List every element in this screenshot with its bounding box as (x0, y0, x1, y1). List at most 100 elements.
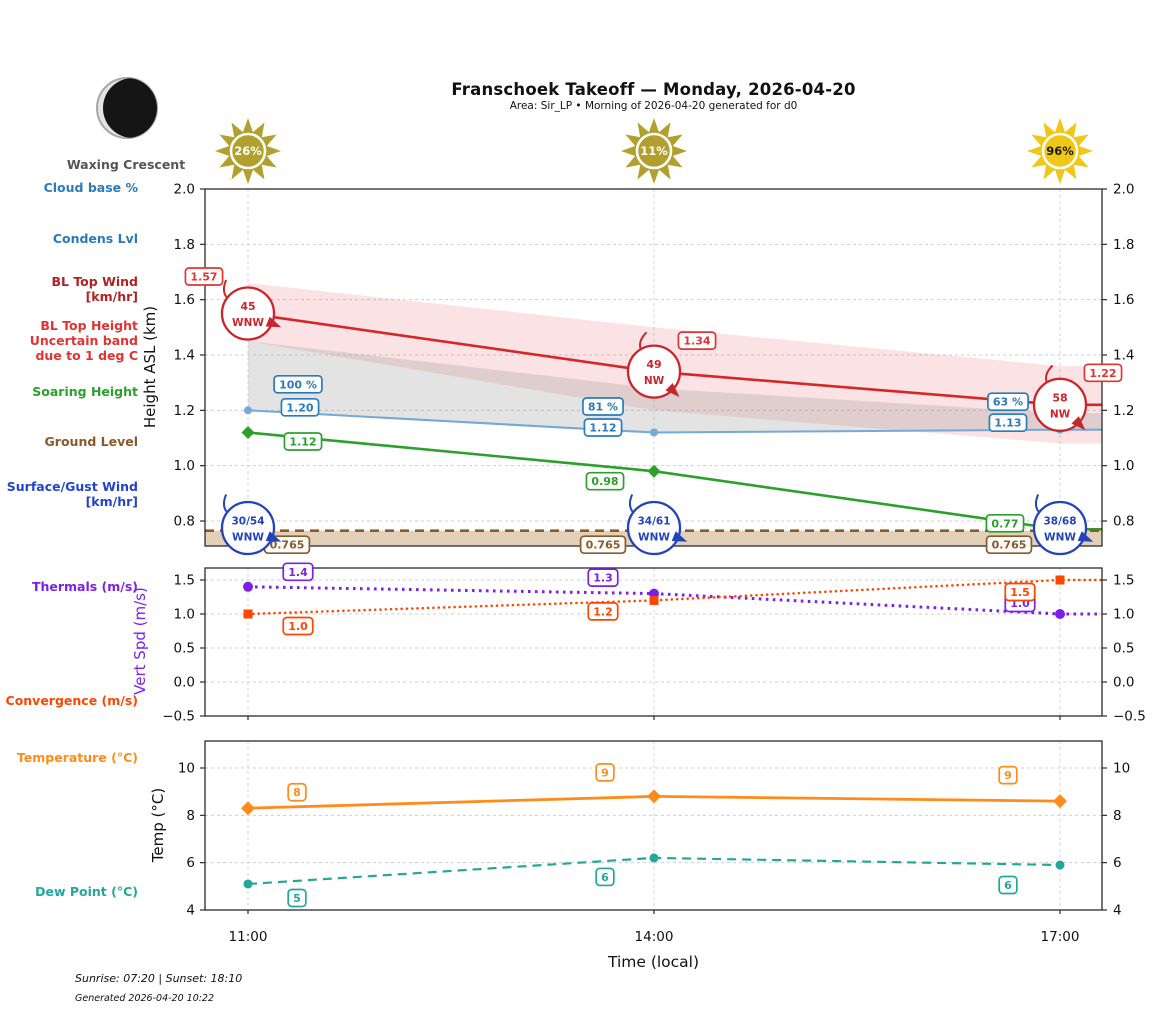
bl-top-wind-indicator-1: 49 NW (626, 331, 682, 399)
sunrise-sunset-note: Sunrise: 07:20 | Sunset: 18:10 (75, 972, 243, 985)
svg-text:1.22: 1.22 (1089, 367, 1116, 380)
svg-text:0.0: 0.0 (1113, 675, 1134, 691)
svg-text:0.98: 0.98 (591, 475, 618, 488)
svg-text:1.34: 1.34 (683, 335, 710, 348)
svg-text:34/61: 34/61 (637, 516, 670, 528)
svg-text:1.0: 1.0 (174, 458, 195, 474)
svg-text:WNW: WNW (638, 532, 670, 544)
svg-text:8: 8 (186, 808, 195, 824)
svg-text:0.5: 0.5 (1113, 641, 1134, 657)
svg-text:1.0: 1.0 (288, 620, 308, 633)
svg-text:1.6: 1.6 (1113, 292, 1134, 308)
svg-text:0.8: 0.8 (1113, 514, 1134, 530)
legend-ground-level: Ground Level (44, 434, 138, 449)
grid (205, 741, 1102, 911)
moon-phase-label: Waxing Crescent (66, 157, 186, 172)
svg-text:8: 8 (1113, 808, 1122, 824)
svg-text:6: 6 (601, 871, 609, 884)
svg-text:30/54: 30/54 (231, 516, 264, 528)
wind-tail-icon (222, 279, 228, 298)
legend-thermals: Thermals (m/s) (31, 579, 138, 594)
svg-text:5: 5 (293, 892, 301, 905)
cloud-layer-band (248, 341, 1102, 433)
surface-wind-indicator-0: 30/54 WNW (220, 494, 282, 556)
svg-text:−0.5: −0.5 (162, 709, 195, 725)
svg-text:1.5: 1.5 (174, 573, 195, 589)
legend-convergence: Convergence (m/s) (5, 693, 138, 708)
svg-text:0.765: 0.765 (586, 539, 621, 552)
temp-axis-label: Temp (°C) (149, 787, 167, 863)
dew-point-markers (243, 853, 1065, 889)
wind-arrow-icon (1071, 416, 1086, 431)
temperature-markers (241, 789, 1067, 816)
svg-text:14:00: 14:00 (635, 929, 674, 945)
svg-text:1.12: 1.12 (589, 421, 616, 434)
svg-text:100 %: 100 % (279, 378, 317, 391)
svg-text:81 %: 81 % (588, 400, 618, 413)
axis-ticks: 10 10 8 8 6 6 4 4 (178, 761, 1130, 919)
wind-indicators: 45 WNW 49 NW 58 NW 30/54 WNW 34/61 WNW 38/68 WNW (220, 279, 1094, 556)
svg-text:0.765: 0.765 (270, 539, 305, 552)
svg-text:0.765: 0.765 (992, 539, 1027, 552)
svg-text:2.0: 2.0 (174, 182, 195, 198)
svg-text:1.0: 1.0 (1113, 607, 1134, 623)
svg-text:96%: 96% (1046, 144, 1074, 158)
time-axis-label: Time (local) (607, 953, 700, 971)
svg-text:11:00: 11:00 (229, 929, 268, 945)
thermals-line (247, 585, 1102, 616)
svg-text:1.2: 1.2 (593, 605, 613, 618)
svg-text:1.12: 1.12 (289, 435, 316, 448)
svg-text:0.0: 0.0 (174, 675, 195, 691)
svg-text:1.8: 1.8 (174, 237, 195, 253)
svg-text:9: 9 (601, 766, 609, 779)
figure-title: Franschoek Takeoff — Monday, 2026-04-20 (451, 80, 856, 99)
svg-text:NW: NW (644, 375, 665, 387)
moon-phase-icon (96, 77, 158, 139)
svg-text:1.2: 1.2 (174, 403, 195, 419)
wind-tail-icon (1034, 494, 1040, 513)
x-tick-labels: 11:00 14:00 17:00 (229, 929, 1080, 945)
legend-bl-top-height-uncertainty: BL Top Height Uncertain band due to 1 de… (29, 318, 138, 363)
svg-text:0.5: 0.5 (174, 641, 195, 657)
svg-text:1.8: 1.8 (1113, 237, 1134, 253)
temperature-labels: 8 9 9 (287, 763, 1018, 802)
svg-text:1.6: 1.6 (174, 292, 195, 308)
svg-text:9: 9 (1004, 769, 1012, 782)
chart-temp: 10 10 8 8 6 6 4 4 8 9 9 5 6 6 (178, 740, 1130, 919)
legend-dew-point: Dew Point (°C) (35, 884, 138, 899)
svg-text:WNW: WNW (1044, 532, 1076, 544)
dew-point-series (243, 853, 1065, 889)
svg-text:1.0: 1.0 (174, 607, 195, 623)
wind-tail-icon (639, 331, 648, 349)
legend-bl-top-wind: BL Top Wind [km/hr] (51, 274, 138, 304)
svg-text:0.77: 0.77 (991, 517, 1018, 530)
wind-arrow-icon (1077, 531, 1094, 542)
legend-temperature: Temperature (°C) (16, 750, 138, 765)
bl-top-height-labels: 1.57 1.34 1.22 (184, 267, 1123, 383)
svg-text:6: 6 (186, 855, 195, 871)
wind-arrow-icon (671, 531, 688, 542)
svg-text:10: 10 (178, 761, 195, 777)
axis-ticks: 2.0 2.0 1.8 1.8 1.6 1.6 1.4 1.4 1.2 1.2 1.0 1.0 0.8 0… (174, 182, 1134, 550)
wind-arrow-icon (265, 531, 282, 542)
surface-wind-indicator-1: 34/61 WNW (626, 494, 688, 556)
chart-height: 2.0 2.0 1.8 1.8 1.6 1.6 1.4 1.4 1.2 1.2 1.0 1.0 0.8 0… (174, 182, 1134, 556)
svg-text:4: 4 (1113, 903, 1122, 919)
thermals-series (243, 581, 1102, 619)
convergence-labels: 1.0 1.2 1.5 (282, 582, 1036, 636)
svg-text:63 %: 63 % (993, 396, 1023, 409)
svg-text:1.5: 1.5 (1113, 573, 1134, 589)
svg-text:8: 8 (293, 786, 301, 799)
convergence-line (246, 578, 1104, 616)
svg-text:1.4: 1.4 (1113, 348, 1134, 364)
legend-surface-gust-wind: Surface/Gust Wind [km/hr] (6, 479, 138, 509)
wind-tail-icon (628, 494, 634, 513)
soaring-height-labels: 1.12 0.98 0.77 (283, 432, 1025, 533)
svg-text:17:00: 17:00 (1041, 929, 1080, 945)
surface-wind-indicator-2: 38/68 WNW (1032, 494, 1094, 556)
chart-vertspd: 1.5 1.51.0 1.00.5 0.50.0 0.0−0.5 −0.51.4 1.31.… (162, 562, 1146, 725)
svg-text:0.8: 0.8 (174, 514, 195, 530)
svg-text:1.57: 1.57 (190, 271, 217, 284)
generated-note: Generated 2026-04-20 10:22 (75, 993, 215, 1004)
